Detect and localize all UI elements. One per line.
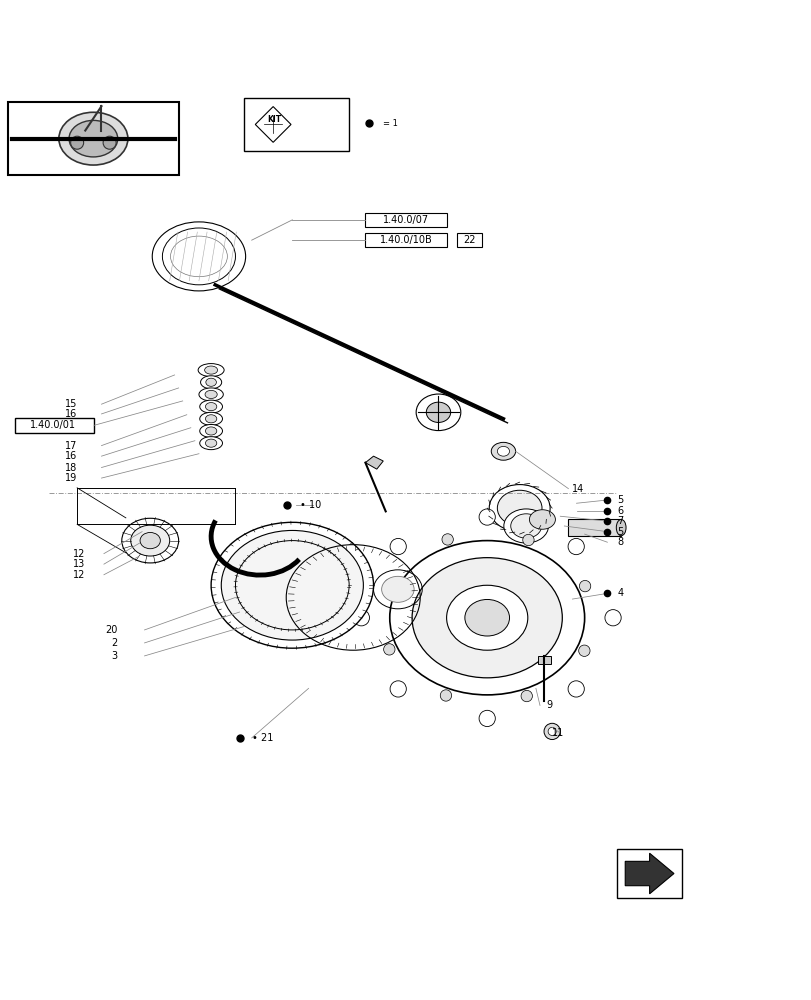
Ellipse shape [529,510,555,529]
Text: 1.40.0/01: 1.40.0/01 [30,420,75,430]
Text: 9: 9 [545,700,551,710]
Ellipse shape [200,376,221,389]
Polygon shape [255,107,290,142]
Ellipse shape [389,541,584,695]
Circle shape [568,681,584,697]
Ellipse shape [205,439,217,447]
Circle shape [384,579,395,590]
Text: 16: 16 [65,409,77,419]
Bar [15,418,94,433]
Ellipse shape [221,530,363,640]
Bar [457,233,481,247]
Ellipse shape [205,427,217,435]
Ellipse shape [488,485,550,532]
Text: 15: 15 [65,399,77,409]
Bar [365,213,446,227]
Text: 18: 18 [65,463,77,473]
Polygon shape [365,456,383,469]
Ellipse shape [510,514,541,538]
Circle shape [389,681,406,697]
Circle shape [353,610,369,626]
Ellipse shape [200,400,222,413]
Circle shape [578,645,590,656]
Circle shape [547,727,556,735]
Ellipse shape [204,390,217,398]
Circle shape [579,580,590,592]
Circle shape [383,644,394,655]
Text: 6: 6 [616,506,623,516]
Text: • 10: • 10 [300,500,321,510]
Text: 2: 2 [111,638,118,648]
Ellipse shape [616,519,625,536]
Ellipse shape [204,366,217,374]
Text: 1.40.0/10B: 1.40.0/10B [380,235,431,245]
Circle shape [389,538,406,555]
Text: 20: 20 [105,625,118,635]
Circle shape [103,136,116,149]
Circle shape [543,723,560,740]
Text: 13: 13 [73,559,85,569]
Ellipse shape [69,120,118,157]
Text: 1.40.0/07: 1.40.0/07 [383,215,428,225]
Ellipse shape [139,532,160,549]
Text: 17: 17 [65,441,77,451]
Ellipse shape [503,509,548,543]
Bar [8,102,178,175]
Circle shape [71,136,84,149]
Ellipse shape [446,585,527,650]
Bar [365,233,446,247]
Ellipse shape [211,522,373,648]
Circle shape [604,610,620,626]
Text: KIT: KIT [268,115,281,124]
Ellipse shape [491,442,515,460]
Text: 5: 5 [616,495,623,505]
Ellipse shape [200,412,222,425]
Ellipse shape [198,364,224,377]
Text: 12: 12 [73,570,85,580]
Ellipse shape [381,576,414,602]
Ellipse shape [205,415,217,423]
Ellipse shape [122,518,178,563]
Ellipse shape [464,599,508,636]
Circle shape [478,710,495,727]
Polygon shape [537,656,550,664]
Text: 4: 4 [616,588,623,598]
Ellipse shape [200,424,222,437]
Ellipse shape [199,388,223,401]
Circle shape [521,690,532,702]
Text: 16: 16 [65,451,77,461]
Ellipse shape [200,437,222,450]
Text: 14: 14 [572,484,584,494]
Text: 5: 5 [616,527,623,537]
Bar [616,849,681,898]
Circle shape [568,538,584,555]
Ellipse shape [426,402,450,422]
Ellipse shape [411,558,561,678]
Ellipse shape [496,446,508,456]
Bar [568,519,620,536]
Text: 19: 19 [65,473,77,483]
Circle shape [522,534,534,546]
Text: = 1: = 1 [383,119,397,128]
Bar [243,98,349,151]
Text: 8: 8 [616,537,623,547]
Circle shape [441,534,453,545]
Text: 3: 3 [111,651,118,661]
Text: 7: 7 [616,516,623,526]
Ellipse shape [58,112,127,165]
Text: • 21: • 21 [251,733,272,743]
Text: 22: 22 [462,235,475,245]
Circle shape [478,509,495,525]
Text: 11: 11 [551,728,564,738]
Circle shape [440,690,451,701]
Text: 12: 12 [73,549,85,559]
Ellipse shape [131,525,169,556]
Ellipse shape [205,403,217,411]
Ellipse shape [496,490,542,526]
Ellipse shape [206,378,216,386]
Polygon shape [624,853,673,894]
